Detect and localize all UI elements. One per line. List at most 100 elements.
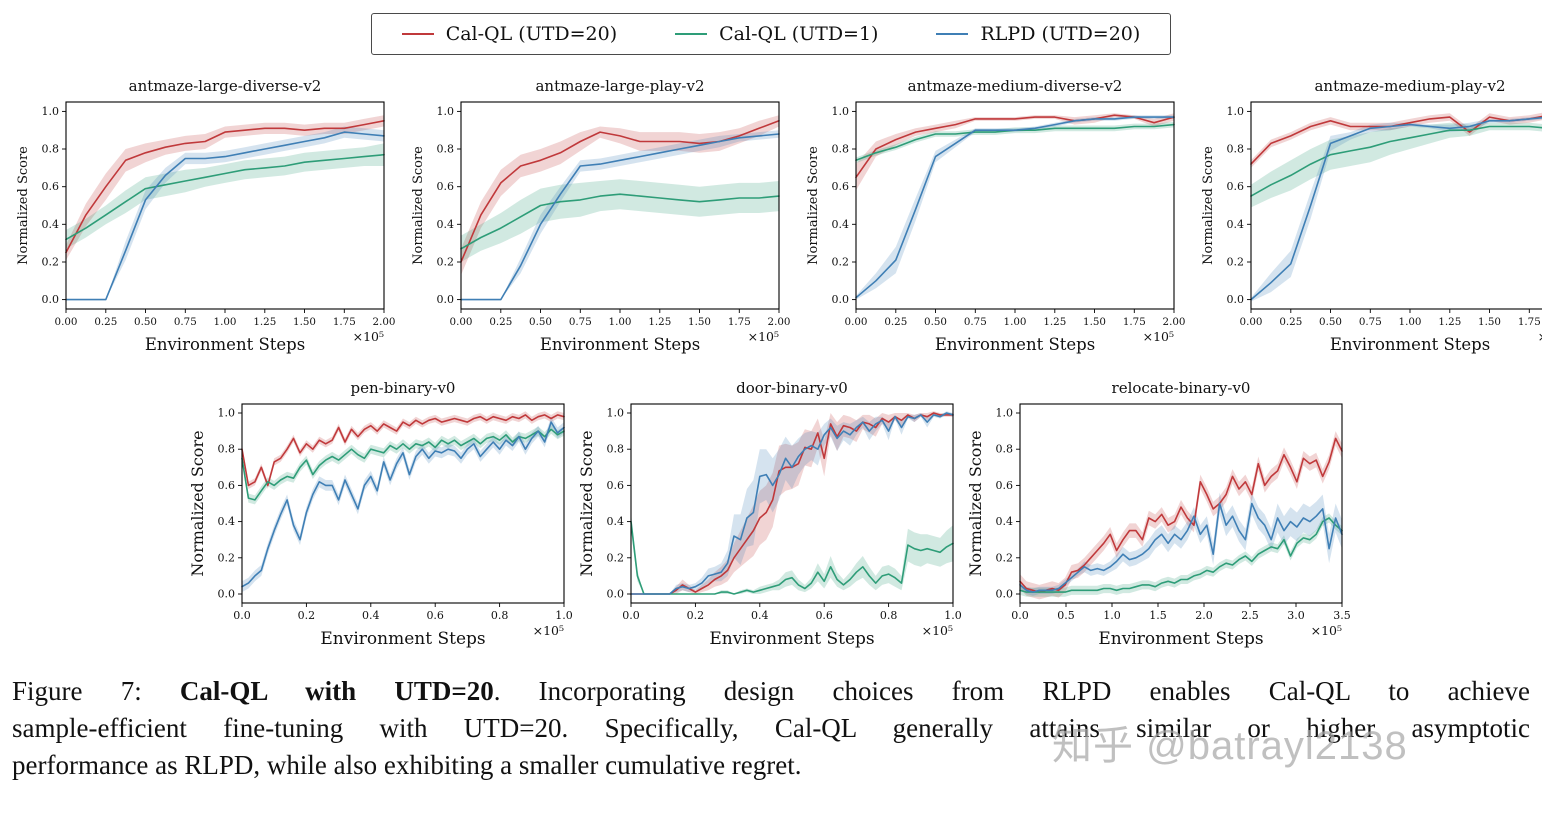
svg-text:2.00: 2.00: [768, 316, 791, 328]
svg-text:0.25: 0.25: [94, 316, 117, 328]
band-blue: [461, 130, 779, 300]
svg-text:1.50: 1.50: [688, 316, 711, 328]
svg-text:relocate-binary-v0: relocate-binary-v0: [1111, 379, 1250, 397]
svg-text:0.2: 0.2: [1227, 256, 1245, 269]
chart-antmaze-large-diverse-v2: antmaze-large-diverse-v2 0.00 0.25 0.50 0.75…: [7, 65, 402, 365]
svg-text:0.6: 0.6: [217, 479, 235, 492]
legend-line-icon: [675, 33, 708, 35]
svg-text:0.8: 0.8: [832, 143, 850, 156]
svg-text:0.75: 0.75: [1359, 316, 1382, 328]
legend-line-icon: [936, 33, 969, 35]
svg-text:0.25: 0.25: [489, 316, 512, 328]
legend-item-rlpd-utd20: RLPD (UTD=20): [936, 23, 1140, 45]
svg-text:×10⁵: ×10⁵: [921, 623, 952, 638]
svg-text:0.75: 0.75: [174, 316, 197, 328]
svg-text:1.25: 1.25: [1438, 316, 1461, 328]
svg-text:1.75: 1.75: [728, 316, 751, 328]
svg-text:0.6: 0.6: [815, 609, 833, 622]
series-line-blue: [240, 421, 565, 588]
svg-text:×10⁵: ×10⁵: [532, 623, 563, 638]
svg-text:Environment Steps: Environment Steps: [145, 335, 305, 354]
svg-text:0.2: 0.2: [606, 551, 624, 564]
legend-item-calql-utd20: Cal-QL (UTD=20): [401, 23, 618, 45]
legend-item-label: Cal-QL (UTD=20): [445, 23, 618, 45]
svg-text:Normalized Score: Normalized Score: [411, 146, 426, 265]
series-line-green: [240, 428, 565, 501]
series-line-blue: [855, 116, 1175, 299]
band-green: [1251, 122, 1542, 208]
svg-text:0.6: 0.6: [426, 609, 444, 622]
svg-text:0.25: 0.25: [1279, 316, 1302, 328]
svg-text:0.00: 0.00: [450, 316, 473, 328]
svg-text:×10⁵: ×10⁵: [1143, 329, 1174, 344]
series-line-green: [1250, 125, 1542, 197]
svg-text:0.0: 0.0: [1011, 609, 1029, 622]
svg-text:1.0: 1.0: [995, 407, 1013, 420]
plot-antmaze-large-play-v2: antmaze-large-play-v2 0.00 0.25 0.50 0.75 1.0…: [411, 77, 791, 354]
caption-line-2: sample-efficient fine-tuning with UTD=20…: [12, 713, 1530, 743]
plot-relocate-binary-v0: relocate-binary-v0 0.0 0.5 1.0 1.5 2.0 2.5 3.0 3…: [968, 379, 1351, 649]
svg-text:2.0: 2.0: [1195, 609, 1213, 622]
svg-text:0.8: 0.8: [879, 609, 897, 622]
svg-text:antmaze-large-play-v2: antmaze-large-play-v2: [535, 77, 704, 95]
svg-text:Environment Steps: Environment Steps: [1098, 629, 1263, 649]
caption-bold-title: Cal-QL with UTD=20: [179, 676, 494, 706]
svg-text:1.50: 1.50: [1478, 316, 1501, 328]
svg-text:Normalized Score: Normalized Score: [1201, 146, 1216, 265]
svg-text:0.75: 0.75: [569, 316, 592, 328]
svg-text:0.6: 0.6: [995, 479, 1013, 492]
svg-text:0.50: 0.50: [1319, 316, 1342, 328]
band-green: [241, 424, 564, 505]
svg-text:0.00: 0.00: [845, 316, 868, 328]
svg-text:1.00: 1.00: [214, 316, 237, 328]
svg-text:0.2: 0.2: [42, 256, 60, 269]
svg-text:Normalized Score: Normalized Score: [968, 430, 985, 576]
svg-text:0.8: 0.8: [995, 443, 1013, 456]
svg-text:1.75: 1.75: [1518, 316, 1541, 328]
svg-text:0.2: 0.2: [686, 609, 704, 622]
svg-text:0.6: 0.6: [42, 180, 60, 193]
svg-text:1.25: 1.25: [1043, 316, 1066, 328]
svg-text:0.4: 0.4: [832, 218, 850, 231]
caption-line-3: performance as RLPD, while also exhibiti…: [12, 750, 802, 780]
band-green: [856, 121, 1174, 164]
svg-text:0.0: 0.0: [217, 588, 235, 601]
svg-text:0.0: 0.0: [42, 293, 60, 306]
svg-text:0.8: 0.8: [490, 609, 508, 622]
plot-antmaze-large-diverse-v2: antmaze-large-diverse-v2 0.00 0.25 0.50 0.75…: [16, 77, 395, 354]
svg-text:0.2: 0.2: [297, 609, 315, 622]
svg-text:0.0: 0.0: [233, 609, 251, 622]
band-blue: [66, 126, 384, 300]
svg-text:0.6: 0.6: [832, 180, 850, 193]
svg-text:1.0: 1.0: [1227, 105, 1245, 118]
caption-line-1-rest: . Incorporating design choices from RLPD…: [493, 676, 1531, 706]
chart-pen-binary-v0: pen-binary-v0 0.0 0.2 0.4 0.6 0.8 1.0 0.0 0.2 0.4…: [190, 371, 575, 659]
svg-text:1.0: 1.0: [42, 105, 60, 118]
chart-relocate-binary-v0: relocate-binary-v0 0.0 0.5 1.0 1.5 2.0 2.5 3.0 3…: [968, 371, 1353, 659]
svg-text:0.2: 0.2: [995, 551, 1013, 564]
svg-text:0.0: 0.0: [1227, 293, 1245, 306]
series-line-blue: [1018, 502, 1343, 593]
svg-text:Normalized Score: Normalized Score: [190, 430, 207, 576]
svg-text:×10⁵: ×10⁵: [1310, 623, 1341, 638]
svg-text:0.4: 0.4: [217, 515, 235, 528]
svg-text:×10⁵: ×10⁵: [353, 329, 384, 344]
svg-text:1.0: 1.0: [1103, 609, 1121, 622]
svg-text:0.4: 0.4: [42, 218, 60, 231]
band-green: [461, 179, 779, 262]
svg-text:Environment Steps: Environment Steps: [1330, 335, 1490, 354]
band-red: [1251, 112, 1542, 168]
svg-text:0.2: 0.2: [217, 551, 235, 564]
svg-text:0.0: 0.0: [622, 609, 640, 622]
svg-text:0.50: 0.50: [134, 316, 157, 328]
series-line-blue: [1250, 116, 1542, 301]
svg-text:pen-binary-v0: pen-binary-v0: [350, 379, 455, 397]
svg-text:1.25: 1.25: [253, 316, 276, 328]
svg-text:0.4: 0.4: [362, 609, 380, 622]
svg-text:Environment Steps: Environment Steps: [935, 335, 1095, 354]
svg-text:Environment Steps: Environment Steps: [320, 629, 485, 649]
legend-item-label: RLPD (UTD=20): [980, 23, 1141, 45]
svg-text:0.6: 0.6: [1227, 180, 1245, 193]
svg-text:2.00: 2.00: [1163, 316, 1186, 328]
svg-text:1.0: 1.0: [606, 407, 624, 420]
